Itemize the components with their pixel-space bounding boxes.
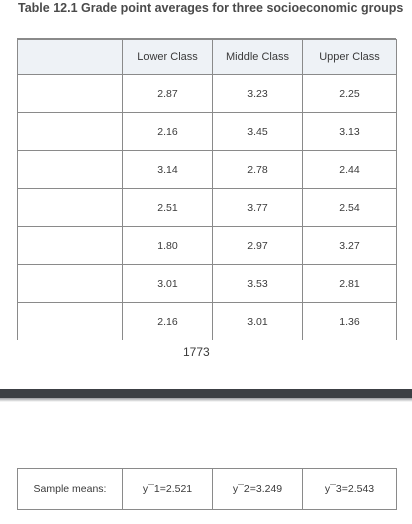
grade-table-frame: Lower Class Middle Class Upper Class 2.8…: [17, 38, 397, 340]
table-row: 2.16 3.45 3.13: [17, 112, 397, 151]
cell-upper: 2.81: [302, 264, 397, 303]
cell-lower: 3.14: [122, 150, 213, 189]
cell-middle: 3.77: [212, 188, 303, 227]
table-row: 2.51 3.77 2.54: [17, 188, 397, 227]
sample-means-row: Sample means: y¯1=2.521 y¯2=3.249 y¯3=2.…: [17, 468, 397, 510]
cell-middle: 2.78: [212, 150, 303, 189]
cell-lower: 2.87: [122, 74, 213, 113]
page-divider: [0, 389, 412, 398]
row-stub: [17, 226, 123, 265]
page-number: 1773: [183, 345, 210, 359]
header-stub: [17, 39, 123, 75]
row-stub: [17, 150, 123, 189]
table-row: 3.01 3.53 2.81: [17, 264, 397, 303]
sample-mean-3: y¯3=2.543: [302, 468, 397, 510]
cell-upper: 3.27: [302, 226, 397, 265]
header-middle-class: Middle Class: [212, 39, 303, 75]
header-lower-class: Lower Class: [122, 39, 213, 75]
row-stub: [17, 112, 123, 151]
cell-upper: 1.36: [302, 302, 397, 340]
row-stub: [17, 74, 123, 113]
row-stub: [17, 302, 123, 340]
header-row: Lower Class Middle Class Upper Class: [17, 39, 397, 75]
table-row: 2.16 3.01 1.36: [17, 302, 397, 340]
cell-upper: 3.13: [302, 112, 397, 151]
cell-middle: 3.23: [212, 74, 303, 113]
cell-upper: 2.44: [302, 150, 397, 189]
page-divider-shadow: [0, 398, 412, 402]
sample-means-frame: Sample means: y¯1=2.521 y¯2=3.249 y¯3=2.…: [17, 468, 397, 510]
cell-lower: 2.16: [122, 112, 213, 151]
table-row: 1.80 2.97 3.27: [17, 226, 397, 265]
cell-middle: 3.01: [212, 302, 303, 340]
cell-lower: 2.51: [122, 188, 213, 227]
table-caption: Table 12.1 Grade point averages for thre…: [18, 1, 404, 15]
cell-lower: 1.80: [122, 226, 213, 265]
cell-upper: 2.54: [302, 188, 397, 227]
sample-mean-2: y¯2=3.249: [212, 468, 303, 510]
grade-table: Lower Class Middle Class Upper Class 2.8…: [17, 39, 397, 340]
table-row: 2.87 3.23 2.25: [17, 74, 397, 113]
sample-mean-1: y¯1=2.521: [122, 468, 213, 510]
row-stub: [17, 264, 123, 303]
row-stub: [17, 188, 123, 227]
table-row: 3.14 2.78 2.44: [17, 150, 397, 189]
sample-means-label: Sample means:: [17, 468, 123, 510]
sample-means-table: Sample means: y¯1=2.521 y¯2=3.249 y¯3=2.…: [17, 468, 397, 510]
cell-middle: 3.45: [212, 112, 303, 151]
cell-upper: 2.25: [302, 74, 397, 113]
header-upper-class: Upper Class: [302, 39, 397, 75]
cell-lower: 2.16: [122, 302, 213, 340]
cell-lower: 3.01: [122, 264, 213, 303]
cell-middle: 3.53: [212, 264, 303, 303]
cell-middle: 2.97: [212, 226, 303, 265]
